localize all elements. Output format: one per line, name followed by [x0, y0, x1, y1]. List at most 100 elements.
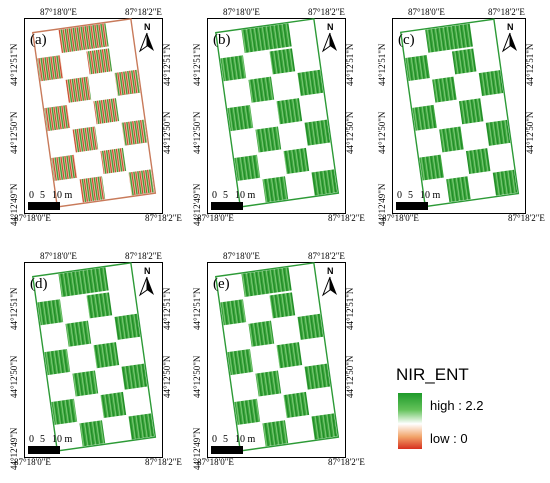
- lon-label-bottom-left: 87°18'0"E: [14, 457, 51, 467]
- plot-block: [432, 76, 457, 103]
- lat-label-right-top: 44°12'51"N: [345, 287, 355, 330]
- plot-block: [128, 413, 155, 440]
- plot-block: [220, 55, 247, 82]
- plot-block: [93, 342, 120, 369]
- lon-label-top-right: 87°18'2"E: [308, 251, 345, 261]
- panel-label: (d): [30, 276, 48, 292]
- scale-label: 0: [29, 190, 34, 201]
- map-panel: (b) N 0 5 10 m 87°18'0"E 87°18'2"E 87°18'0"E 87°…: [192, 7, 365, 227]
- panel-label: (e): [213, 276, 230, 292]
- plot-block: [241, 23, 292, 53]
- lat-label-right-top: 44°12'51"N: [162, 287, 172, 330]
- north-label: N: [507, 22, 514, 32]
- map-frame: [392, 18, 526, 214]
- plot-block: [458, 98, 484, 125]
- north-arrow-icon: [138, 276, 154, 297]
- plot-block: [79, 420, 106, 447]
- scale-label: 5: [223, 190, 228, 201]
- plot-block: [86, 292, 113, 319]
- lon-label-top-left: 87°18'0"E: [223, 7, 260, 17]
- plot-block: [439, 126, 464, 153]
- plot-block: [255, 370, 282, 397]
- plot-block: [121, 363, 148, 390]
- scale-label: 0: [29, 434, 34, 445]
- plot-block: [297, 69, 324, 96]
- plot-block: [425, 23, 473, 53]
- plot-block: [262, 176, 289, 203]
- lat-label-left-mid: 44°12'50"N: [192, 355, 202, 398]
- scale-label: 5: [40, 190, 45, 201]
- plot-block: [419, 154, 444, 181]
- legend-low-label: low : 0: [430, 431, 468, 446]
- lat-label-right-mid: 44°12'50"N: [162, 355, 172, 398]
- plot-block: [283, 147, 310, 175]
- scale-label: 0: [397, 190, 402, 201]
- lat-label-left-mid: 44°12'50"N: [9, 355, 19, 398]
- panel-label: (b): [213, 32, 231, 48]
- lon-label-top-left: 87°18'0"E: [408, 7, 445, 17]
- north-arrow-icon: [138, 32, 154, 53]
- plot-block: [304, 363, 331, 390]
- lat-label-right-mid: 44°12'50"N: [345, 111, 355, 154]
- map-frame: [24, 262, 163, 458]
- lon-label-bottom-right: 87°18'2"E: [145, 213, 182, 223]
- plot-block: [255, 126, 282, 153]
- plot-block: [86, 48, 113, 75]
- lon-label-bottom-left: 87°18'0"E: [197, 457, 234, 467]
- lat-label-left-mid: 44°12'50"N: [192, 111, 202, 154]
- lon-label-bottom-left: 87°18'0"E: [382, 213, 419, 223]
- plot-block: [234, 398, 261, 425]
- plot-block: [100, 391, 127, 419]
- plot-block: [276, 98, 303, 125]
- lat-label-left-bottom: 44°12'49"N: [9, 427, 19, 470]
- plot-block: [276, 342, 303, 369]
- lat-label-left-top: 44°12'51"N: [377, 43, 387, 86]
- plot-block: [37, 299, 64, 326]
- north-label: N: [327, 22, 334, 32]
- panel-label: (a): [30, 32, 47, 48]
- scale-bar: 0 5 10 m: [28, 434, 78, 456]
- lat-label-right-mid: 44°12'50"N: [345, 355, 355, 398]
- plot-block: [269, 48, 296, 75]
- lon-label-top-right: 87°18'2"E: [125, 251, 162, 261]
- lat-label-left-top: 44°12'51"N: [9, 43, 19, 86]
- plot-block: [269, 292, 296, 319]
- scale-bar: 0 5 10 m: [396, 190, 446, 212]
- north-arrow-icon: [321, 276, 337, 297]
- plot-block: [412, 104, 437, 131]
- scale-bar-graphic: [211, 446, 243, 454]
- lon-label-top-right: 87°18'2"E: [488, 7, 525, 17]
- north-label: N: [144, 266, 151, 276]
- plot-block: [128, 169, 155, 196]
- field-plot-map: [32, 18, 157, 208]
- lat-label-left-bottom: 44°12'49"N: [9, 183, 19, 226]
- lat-label-right-top: 44°12'51"N: [162, 43, 172, 86]
- plot-block: [79, 176, 106, 203]
- plot-block: [304, 119, 331, 146]
- plot-block: [114, 69, 141, 96]
- plot-block: [405, 55, 430, 81]
- field-plot-map: [215, 18, 340, 208]
- plot-block: [72, 126, 99, 153]
- scale-label: 10 m: [420, 190, 441, 201]
- scale-bar-graphic: [28, 202, 60, 210]
- plot-block: [114, 313, 141, 340]
- lat-label-right-top: 44°12'51"N: [525, 43, 535, 86]
- plot-block: [44, 349, 71, 376]
- plot-block: [51, 154, 78, 181]
- lat-label-left-bottom: 44°12'49"N: [192, 427, 202, 470]
- scale-bar: 0 5 10 m: [211, 190, 261, 212]
- legend-color-ramp: [398, 393, 422, 449]
- plot-block: [72, 370, 99, 397]
- lon-label-bottom-right: 87°18'2"E: [145, 457, 182, 467]
- panel-label: (c): [398, 32, 415, 48]
- scale-label: 10 m: [52, 190, 73, 201]
- plot-block: [311, 169, 338, 196]
- plot-block: [58, 23, 109, 53]
- plot-block: [451, 48, 477, 75]
- scale-label: 0: [212, 434, 217, 445]
- legend-high-label: high : 2.2: [430, 398, 484, 413]
- scale-bar: 0 5 10 m: [211, 434, 261, 456]
- scale-bar-graphic: [28, 446, 60, 454]
- plot-block: [44, 105, 71, 132]
